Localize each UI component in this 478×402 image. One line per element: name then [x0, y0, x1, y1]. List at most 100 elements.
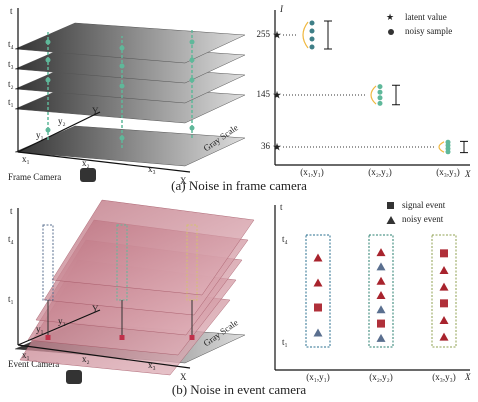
axis-label: t₂ — [8, 79, 14, 89]
event — [440, 283, 449, 291]
sample — [190, 78, 195, 83]
legend-marker — [387, 202, 394, 209]
axis-label: X — [180, 372, 187, 382]
axis-label: t₃ — [8, 59, 14, 69]
axis-label: Y — [92, 106, 99, 116]
distribution — [371, 86, 376, 104]
event — [377, 334, 386, 342]
sample — [190, 126, 195, 131]
x-tick-label: (x₃,y₃) — [436, 167, 460, 177]
sample — [46, 40, 51, 45]
axis-label: t₁ — [8, 97, 14, 107]
sample — [310, 21, 315, 26]
y-tick-label: 255 — [257, 29, 271, 39]
sample — [446, 149, 451, 154]
x-tick-label: (x₁,y₁) — [306, 372, 330, 382]
pixel — [120, 335, 125, 340]
axis-label: x₁ — [22, 154, 30, 164]
signal-event — [440, 299, 448, 307]
sample — [378, 84, 383, 89]
signal-event — [377, 320, 385, 328]
event — [440, 266, 449, 274]
axis-label: y₂ — [58, 316, 66, 326]
sample — [120, 136, 125, 141]
axis-label: Y — [92, 304, 99, 314]
x-tick-label: (x₂,y₂) — [369, 372, 393, 382]
axis-label: x₃ — [148, 164, 156, 174]
y-tick-label: t₁ — [282, 337, 288, 347]
event — [440, 333, 449, 341]
axis-label: t₁ — [8, 294, 14, 304]
sample — [378, 90, 383, 95]
axis-label: X — [464, 372, 471, 382]
signal-event — [314, 304, 322, 312]
distribution — [439, 142, 444, 152]
axis-label: X — [180, 176, 187, 186]
x-tick-label: (x₂,y₂) — [368, 167, 392, 177]
axis-label: t₄ — [8, 234, 14, 244]
error-bar — [392, 85, 400, 105]
sample — [310, 37, 315, 42]
figure: (a) Noise in frame camera (b) Noise in e… — [0, 0, 478, 402]
axis-label: x₁ — [22, 350, 30, 360]
sample — [46, 78, 51, 83]
sample — [190, 40, 195, 45]
event — [377, 305, 386, 313]
legend-label: noisy event — [402, 214, 444, 224]
caption-a: (a) Noise in frame camera — [171, 178, 307, 193]
legend-label: signal event — [402, 200, 446, 210]
axis-label: X — [464, 169, 471, 179]
sample — [46, 58, 51, 63]
y-tick-label: 145 — [257, 89, 271, 99]
event — [377, 291, 386, 299]
star: ★ — [273, 90, 281, 100]
axis-label: x₂ — [82, 354, 90, 364]
sample — [310, 29, 315, 34]
x-tick-label: (x₁,y₁) — [300, 167, 324, 177]
signal-event — [440, 249, 448, 257]
star: ★ — [273, 142, 281, 152]
sample — [120, 46, 125, 51]
axis-label: y₁ — [36, 130, 44, 140]
sample — [378, 101, 383, 106]
error-bar — [324, 21, 332, 49]
axis-label: x₃ — [148, 360, 156, 370]
camera-label: Frame Camera — [8, 172, 61, 182]
error-bar — [460, 141, 468, 152]
legend-marker: ★ — [386, 12, 394, 22]
event — [377, 277, 386, 285]
axis-label: t — [10, 206, 13, 216]
event — [314, 329, 323, 337]
axis-label: y₂ — [58, 116, 66, 126]
caption-b: (b) Noise in event camera — [172, 382, 307, 397]
camera-icon — [66, 370, 82, 384]
event — [440, 316, 449, 324]
event — [314, 254, 323, 262]
pixel — [46, 335, 51, 340]
pixel — [190, 335, 195, 340]
axis-label: I — [279, 4, 284, 14]
camera-icon — [80, 168, 96, 182]
axis-label: x₂ — [82, 158, 90, 168]
sample — [378, 95, 383, 100]
sample — [310, 45, 315, 50]
x-tick-label: (x₃,y₃) — [432, 372, 456, 382]
axis-label: t — [10, 6, 13, 16]
distribution — [303, 22, 308, 48]
axis-label: y₁ — [36, 324, 44, 334]
legend-label: noisy sample — [405, 26, 452, 36]
y-tick-label: t₄ — [282, 234, 288, 244]
sample — [120, 64, 125, 69]
event — [377, 248, 386, 256]
event — [377, 262, 386, 270]
y-tick-label: 36 — [261, 141, 271, 151]
legend-marker — [388, 29, 394, 35]
legend-label: latent value — [405, 12, 447, 22]
sample — [120, 84, 125, 89]
sample — [46, 128, 51, 133]
axis-label: t₄ — [8, 39, 14, 49]
event — [387, 216, 396, 224]
sample — [190, 58, 195, 63]
axis-label: t — [280, 202, 283, 212]
star: ★ — [273, 30, 281, 40]
